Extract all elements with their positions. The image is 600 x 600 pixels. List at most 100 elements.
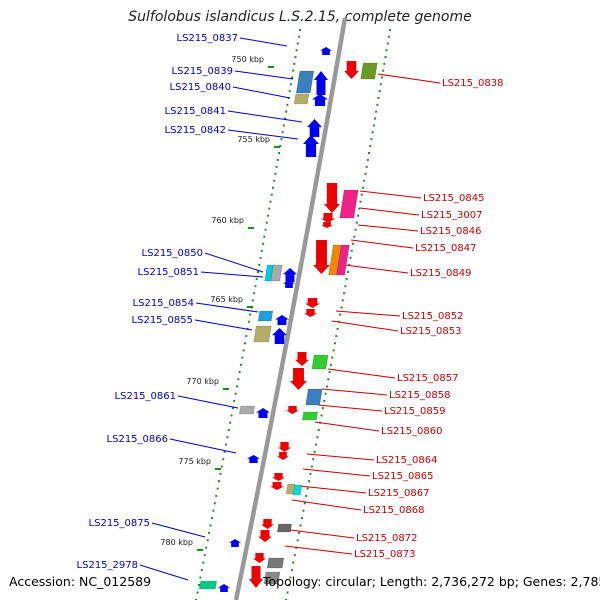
ring-dot — [215, 494, 218, 497]
ring-dot — [270, 193, 273, 196]
ring-dot — [297, 35, 300, 38]
ring-dot — [387, 35, 390, 38]
ring-dot — [233, 399, 236, 402]
leader-line — [169, 438, 237, 454]
gene-label: LS215_0858 — [389, 390, 450, 401]
gene-label: LS215_0859 — [384, 406, 445, 417]
ring-dot — [281, 131, 284, 134]
ring-dot — [313, 450, 316, 453]
ring-dot — [369, 145, 372, 148]
gene-0846-arrow — [321, 213, 335, 223]
ring-dot — [376, 103, 379, 106]
gene-label: LS215_0841 — [165, 106, 226, 117]
ring-dot — [263, 235, 266, 238]
backbone-line — [233, 17, 348, 600]
gene-label: LS215_0853 — [400, 326, 461, 337]
leader-line — [139, 564, 189, 581]
kbp-tick-label: 780 kbp — [160, 538, 193, 547]
ring-dot — [286, 591, 289, 594]
ring-dot — [336, 327, 339, 330]
ring-dot — [208, 531, 211, 534]
ring-dot — [368, 152, 371, 155]
gene-0841-arrow — [307, 119, 322, 137]
gene-label: LS215_0850 — [142, 248, 203, 259]
gene-label: LS215_0865 — [372, 471, 433, 482]
ring-dot — [385, 49, 388, 52]
ring-dot — [276, 158, 279, 161]
ring-dot — [292, 69, 295, 72]
ring-dot — [355, 221, 358, 224]
gene-label: LS215_0875 — [89, 518, 150, 529]
ring-dot — [343, 292, 346, 295]
ring-dot — [234, 392, 237, 395]
ring-dot — [374, 117, 377, 120]
gene-0873c-arrow — [249, 566, 263, 588]
ring-dot — [341, 299, 344, 302]
gene-0842-arrow — [303, 135, 319, 157]
gene-2978-arrow — [218, 584, 230, 592]
gene-0857-block — [311, 354, 329, 370]
ring-dot — [251, 299, 254, 302]
gene-label: LS215_0855 — [132, 315, 193, 326]
gene-0859-arrow — [286, 406, 299, 414]
ring-dot — [247, 320, 250, 323]
ring-dot — [256, 270, 259, 273]
ring-dot — [375, 110, 378, 113]
ring-dot — [231, 407, 234, 410]
leader-line — [195, 302, 259, 313]
gene-0840-block — [293, 93, 310, 105]
gene-0858-block — [305, 388, 323, 406]
ring-dot — [332, 349, 335, 352]
ring-dot — [220, 465, 223, 468]
ring-dot — [227, 428, 230, 431]
gene-0838-arrow — [344, 61, 359, 79]
gene-0840-arrow — [312, 94, 328, 106]
ring-dot — [299, 29, 301, 31]
ring-dot — [324, 392, 327, 395]
ring-dot — [269, 200, 272, 203]
ring-dot — [296, 539, 299, 542]
ring-dot — [271, 186, 274, 189]
ring-dot — [278, 152, 281, 155]
gene-3007-block — [339, 189, 359, 219]
ring-dot — [310, 465, 313, 468]
leader-line — [350, 239, 414, 249]
ring-dot — [305, 494, 308, 497]
gene-label: LS215_0864 — [376, 455, 437, 466]
gene-label: LS215_0857 — [397, 373, 458, 384]
gene-label: LS215_0842 — [165, 125, 226, 136]
leader-line — [306, 453, 375, 461]
gene-0867b-arrow — [270, 482, 284, 490]
ring-dot — [361, 186, 364, 189]
leader-line — [357, 224, 419, 232]
gene-label: LS215_0849 — [410, 268, 471, 279]
gene-0867-block — [285, 483, 296, 495]
ring-dot — [353, 235, 356, 238]
ring-dot — [212, 509, 215, 512]
ring-dot — [357, 214, 360, 217]
ring-dot — [219, 472, 222, 475]
gene-0872-arrow — [261, 519, 274, 529]
gene-label: LS215_0837 — [177, 33, 238, 44]
ring-dot — [327, 378, 330, 381]
gene-0845-arrow — [324, 183, 340, 213]
ring-dot — [259, 256, 262, 259]
ring-dot — [382, 69, 385, 72]
ring-dot — [213, 502, 216, 505]
ring-dot — [292, 561, 295, 564]
gene-0850b-block — [270, 264, 283, 282]
ring-dot — [242, 349, 245, 352]
ring-dot — [210, 517, 213, 520]
ring-dot — [287, 584, 290, 587]
leader-line — [314, 421, 380, 432]
gene-0855-block — [253, 325, 272, 343]
ring-dot — [331, 356, 334, 359]
ring-dot — [354, 228, 357, 231]
ring-dot — [325, 385, 328, 388]
gene-0875-arrow — [229, 539, 241, 547]
ring-dot — [320, 414, 323, 417]
ring-dot — [371, 131, 374, 134]
gene-label: LS215_0861 — [115, 391, 176, 402]
leader-line — [331, 320, 399, 332]
ring-dot — [364, 172, 367, 175]
